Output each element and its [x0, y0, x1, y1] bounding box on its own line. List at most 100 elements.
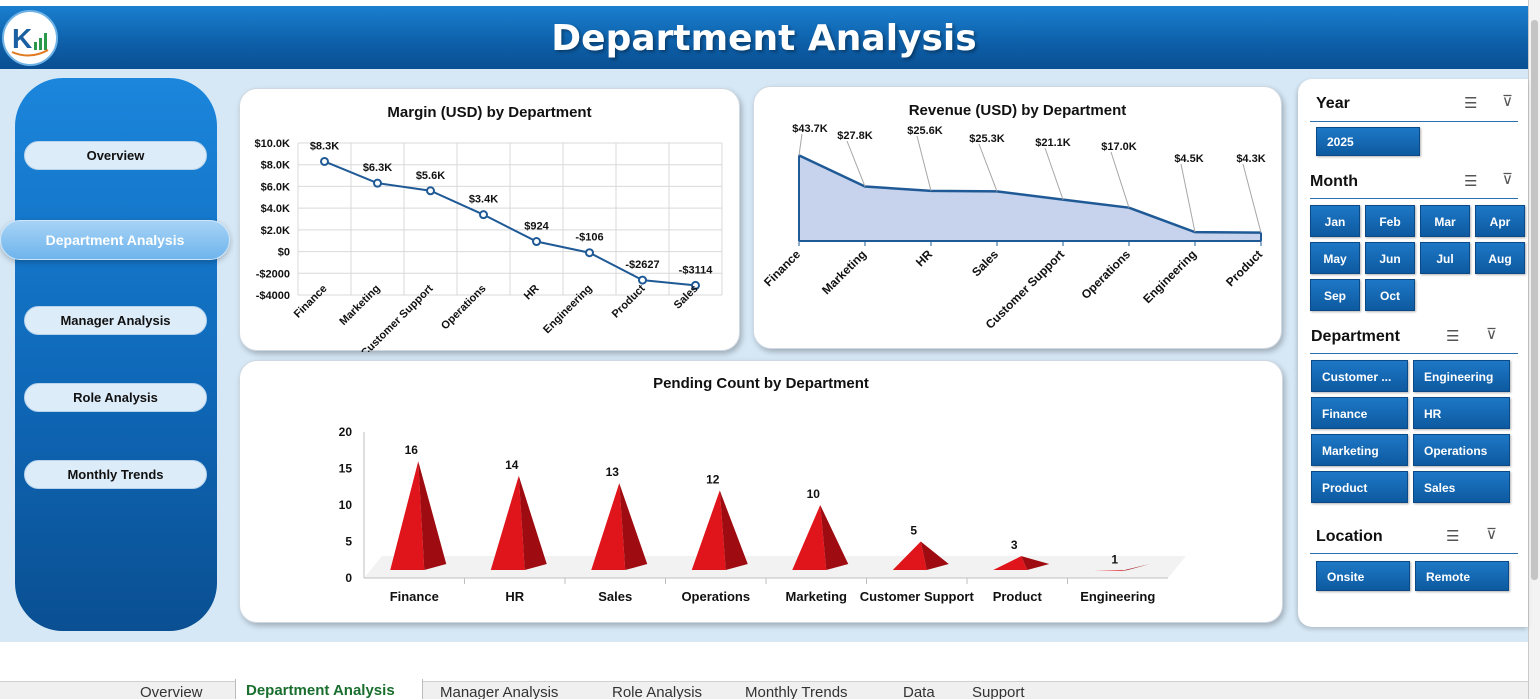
multi-select-icon[interactable]: ☰: [1464, 173, 1478, 190]
clear-filter-icon[interactable]: ⊽: [1486, 326, 1497, 343]
pending-bar-front: [993, 556, 1028, 570]
dept-operations-chip[interactable]: Operations: [1413, 434, 1510, 466]
sheet-tab-role-analysis[interactable]: Role Analysis: [612, 684, 703, 699]
pending-bar-side: [1021, 556, 1050, 570]
pending-bar-front: [792, 505, 827, 570]
nav-manager-analysis-button[interactable]: Manager Analysis: [24, 306, 207, 335]
revenue-leader-line: [798, 133, 803, 156]
pending-bar-side: [518, 475, 547, 570]
revenue-x-tick: Sales: [969, 247, 1001, 279]
margin-x-tick: Operations: [439, 283, 489, 333]
margin-chart-card[interactable]: Margin (USD) by Department $10.0K $8.0K $6…: [239, 88, 740, 352]
revenue-leader-line: [846, 140, 866, 187]
nav-monthly-trends-button[interactable]: Monthly Trends: [24, 460, 207, 489]
margin-point: [320, 156, 329, 166]
pending-bar-side: [619, 483, 648, 570]
month-jan-chip[interactable]: Jan: [1310, 205, 1360, 237]
month-sep-chip[interactable]: Sep: [1310, 279, 1360, 311]
pending-y-tick: 15: [339, 462, 353, 476]
pending-bar-side: [719, 490, 748, 570]
month-oct-chip[interactable]: Oct: [1365, 279, 1415, 311]
clear-filter-icon[interactable]: ⊽: [1486, 526, 1497, 543]
nav-role-analysis-button[interactable]: Role Analysis: [24, 383, 207, 412]
year-slicer-title: Year: [1316, 95, 1350, 112]
pending-bar-side: [418, 461, 447, 570]
sheet-tab-overview[interactable]: Overview: [140, 684, 203, 699]
dept-finance-chip[interactable]: Finance: [1311, 397, 1408, 429]
revenue-data-label: $4.5K: [1174, 153, 1203, 165]
pending-x-tick: Finance: [390, 589, 439, 604]
sheet-tab-department-analysis[interactable]: Department Analysis: [235, 679, 423, 699]
margin-point: [479, 210, 488, 220]
location-remote-chip[interactable]: Remote: [1415, 561, 1509, 591]
month-slicer-rule: [1310, 198, 1518, 199]
company-logo: K: [2, 10, 58, 66]
revenue-chart-card[interactable]: Revenue (USD) by Department $43.7K Financ…: [753, 86, 1282, 349]
pending-y-tick: 0: [345, 571, 352, 585]
margin-point: [638, 275, 647, 285]
margin-data-label: $924: [524, 221, 549, 233]
margin-series-line: [324, 160, 696, 287]
dept-sales-chip[interactable]: Sales: [1413, 471, 1510, 503]
dept-customer-chip[interactable]: Customer ...: [1311, 360, 1408, 392]
pending-x-tick: Customer Support: [860, 589, 975, 604]
pending-bar-front: [390, 461, 425, 570]
month-feb-chip[interactable]: Feb: [1365, 205, 1415, 237]
vertical-scrollbar[interactable]: [1528, 0, 1540, 699]
logo-icon: K: [11, 23, 49, 57]
revenue-data-label: $21.1K: [1035, 137, 1071, 149]
page-title: Department Analysis: [551, 18, 977, 59]
scrollbar-thumb[interactable]: [1531, 20, 1538, 580]
multi-select-icon[interactable]: ☰: [1464, 95, 1478, 112]
dept-product-chip[interactable]: Product: [1311, 471, 1408, 503]
revenue-series-line: [798, 154, 1262, 234]
revenue-data-label: $25.6K: [907, 125, 943, 137]
revenue-data-label: $43.7K: [792, 123, 828, 135]
revenue-leader-line: [1180, 163, 1196, 233]
slicer-panel: Year ☰ ⊽ 2025 Month ☰ ⊽ Jan Feb Mar Apr …: [1298, 79, 1528, 627]
location-onsite-chip[interactable]: Onsite: [1316, 561, 1410, 591]
margin-x-tick: Sales: [672, 283, 701, 312]
nav-overview-button[interactable]: Overview: [24, 141, 207, 170]
month-apr-chip[interactable]: Apr: [1475, 205, 1525, 237]
pending-x-tick: HR: [505, 589, 524, 604]
month-jun-chip[interactable]: Jun: [1365, 242, 1415, 274]
location-slicer-rule: [1310, 553, 1518, 554]
pending-bar-front: [691, 490, 726, 570]
month-may-chip[interactable]: May: [1310, 242, 1360, 274]
clear-filter-icon[interactable]: ⊽: [1502, 171, 1513, 188]
month-jul-chip[interactable]: Jul: [1420, 242, 1470, 274]
pending-bar-front: [490, 475, 525, 570]
revenue-leader-line: [978, 143, 998, 192]
svg-text:K: K: [12, 23, 32, 54]
multi-select-icon[interactable]: ☰: [1446, 328, 1460, 345]
revenue-x-tick: Engineering: [1140, 247, 1199, 306]
header-bar: K Department Analysis: [0, 6, 1528, 69]
pending-data-label: 10: [807, 487, 821, 501]
margin-y-tick: $4.0K: [261, 203, 290, 215]
pending-chart-card[interactable]: Pending Count by Department 20 15 10 5 0 16 Fi…: [239, 360, 1283, 623]
multi-select-icon[interactable]: ☰: [1446, 528, 1460, 545]
revenue-leader-line: [916, 135, 932, 191]
sheet-tab-data[interactable]: Data: [903, 684, 935, 699]
pending-data-label: 13: [606, 465, 620, 479]
clear-filter-icon[interactable]: ⊽: [1502, 93, 1513, 110]
month-aug-chip[interactable]: Aug: [1475, 242, 1525, 274]
pending-data-label: 12: [706, 472, 720, 486]
month-mar-chip[interactable]: Mar: [1420, 205, 1470, 237]
pending-x-tick: Product: [993, 589, 1043, 604]
sheet-tab-monthly-trends[interactable]: Monthly Trends: [745, 684, 848, 699]
sheet-tab-support[interactable]: Support: [972, 684, 1025, 699]
dept-marketing-chip[interactable]: Marketing: [1311, 434, 1408, 466]
revenue-area-chart: $43.7K Finance $27.8K Marketing $25.6K HR $25.…: [761, 123, 1266, 332]
dept-hr-chip[interactable]: HR: [1413, 397, 1510, 429]
margin-point: [426, 186, 435, 196]
nav-department-analysis-button[interactable]: Department Analysis: [0, 220, 230, 260]
revenue-leader-line: [1242, 163, 1262, 233]
year-2025-chip[interactable]: 2025: [1316, 127, 1420, 156]
pending-data-label: 3: [1011, 538, 1018, 552]
dept-engineering-chip[interactable]: Engineering: [1413, 360, 1510, 392]
navigation-panel: [15, 78, 217, 631]
pending-x-tick: Marketing: [786, 589, 847, 604]
sheet-tab-manager-analysis[interactable]: Manager Analysis: [440, 684, 559, 699]
